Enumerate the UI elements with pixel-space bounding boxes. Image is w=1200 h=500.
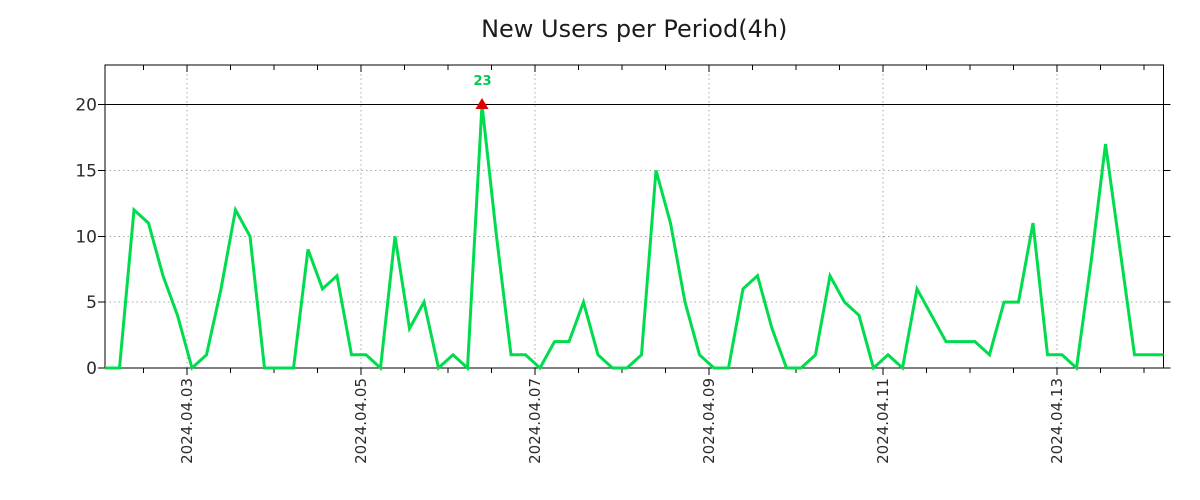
grid-lines [105, 65, 1164, 368]
data-series-line [105, 104, 1164, 372]
y-axis-label: 20 [75, 96, 97, 116]
x-axis-label: 2024.04.07 [526, 378, 544, 464]
x-axis-label: 2024.04.13 [1048, 378, 1066, 464]
y-axis-label: 5 [86, 293, 97, 313]
x-axis-label: 2024.04.03 [178, 378, 196, 464]
x-axis-label: 2024.04.11 [874, 378, 892, 464]
chart-title: New Users per Period(4h) [481, 15, 787, 43]
x-axis: 2024.04.03 2024.04.05 2024.04.07 2024.04.09… [143, 65, 1145, 464]
x-axis-label: 2024.04.05 [352, 378, 370, 464]
plot-border [104, 64, 1164, 369]
y-axis-label: 0 [86, 359, 97, 379]
y-axis-label: 10 [75, 227, 97, 247]
y-axis-label: 15 [75, 161, 97, 181]
y-axis: 0 5 10 15 20 [75, 96, 1171, 379]
x-axis-label: 2024.04.09 [700, 378, 718, 464]
max-value-label: 23 [473, 74, 491, 89]
max-marker-icon [475, 98, 489, 109]
